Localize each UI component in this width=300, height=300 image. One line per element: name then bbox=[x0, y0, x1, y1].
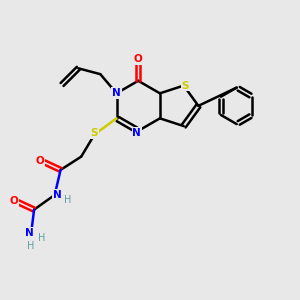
Text: N: N bbox=[53, 190, 62, 200]
Text: N: N bbox=[132, 128, 141, 138]
Text: O: O bbox=[9, 196, 18, 206]
Text: H: H bbox=[38, 232, 45, 243]
Text: H: H bbox=[28, 242, 35, 251]
Text: N: N bbox=[112, 88, 121, 98]
Text: S: S bbox=[182, 81, 189, 91]
Text: O: O bbox=[134, 54, 142, 64]
Text: S: S bbox=[91, 128, 98, 138]
Text: H: H bbox=[64, 195, 72, 205]
Text: O: O bbox=[36, 156, 44, 166]
Text: N: N bbox=[25, 228, 34, 238]
